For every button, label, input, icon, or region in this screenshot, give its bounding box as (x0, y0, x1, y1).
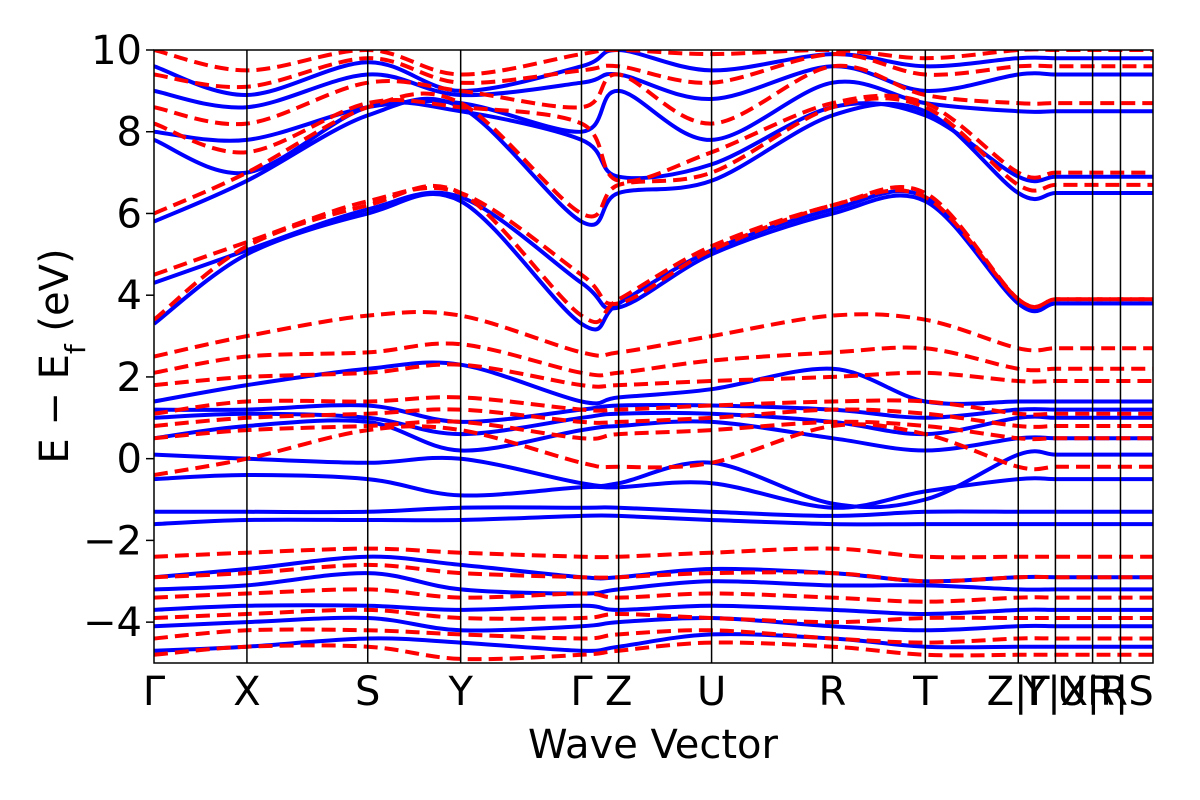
x-tick-label: Y (447, 669, 473, 715)
x-tick-label: Z|Γ (987, 669, 1051, 715)
y-tick-label: 6 (117, 191, 142, 237)
y-tick-label: 4 (117, 273, 142, 319)
y-axis-label-sub: f (59, 343, 92, 354)
y-tick-label: 0 (117, 437, 142, 483)
band-line-dashed (154, 50, 1153, 77)
y-tick-label: −4 (83, 600, 142, 646)
band-line-dashed (154, 546, 1153, 560)
y-axis-label-main: E − E (32, 354, 78, 464)
band-line-solid (154, 505, 1153, 518)
y-tick-label: 2 (117, 355, 142, 401)
band-line-dashed (154, 587, 1153, 604)
band-line-dashed (154, 185, 1153, 309)
x-tick-label: U (697, 669, 726, 715)
x-tick-label: Γ (570, 669, 593, 715)
band-line-solid (154, 189, 1153, 332)
x-tick-label: Γ (143, 669, 166, 715)
y-axis-label: E − Ef (eV) (32, 248, 92, 463)
bands-layer (154, 50, 1153, 662)
band-line-solid (154, 513, 1153, 527)
x-tick-label: X (233, 669, 260, 715)
x-tick-label: U|R (1057, 669, 1128, 715)
x-tick-label: R|S (1087, 669, 1154, 715)
band-line-dashed (154, 422, 1153, 477)
x-tick-label: Z (605, 669, 632, 715)
y-tick-label: −2 (83, 518, 142, 564)
plot-frame (153, 49, 1154, 664)
high-symmetry-lines (246, 50, 1122, 663)
y-axis-ticks: −4 −2 0 2 4 6 8 10 (83, 28, 154, 646)
y-tick-label: 10 (91, 28, 142, 74)
x-tick-label: R (818, 669, 846, 715)
x-axis-ticks: Γ X S Y Γ Z U R T Z|ΓY|XU|RR|S (143, 669, 1154, 715)
band-line-solid (154, 190, 1153, 313)
band-line-solid (154, 632, 1153, 653)
band-line-solid (154, 472, 1153, 510)
y-tick-label: 8 (117, 110, 142, 156)
band-line-dashed (154, 183, 1153, 325)
band-line-dashed (154, 309, 1153, 359)
band-line-solid (154, 100, 1153, 184)
x-tick-label: Y|X (1022, 669, 1088, 715)
x-tick-label: S (355, 669, 380, 715)
y-axis-label-unit: (eV) (32, 248, 78, 344)
x-axis-label: Wave Vector (528, 722, 779, 768)
x-tick-label: T (912, 669, 938, 715)
